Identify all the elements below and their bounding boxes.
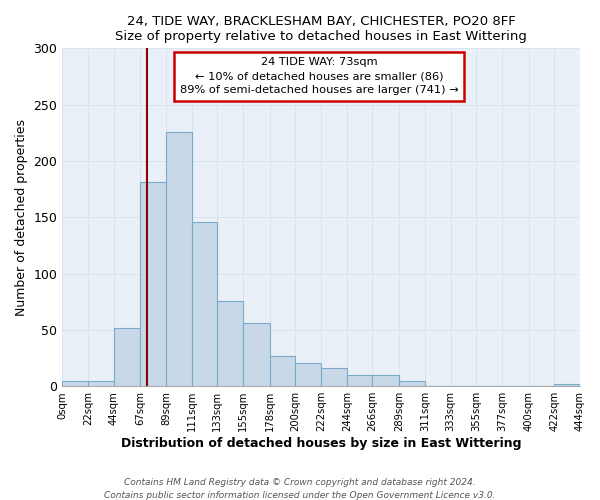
- Bar: [321, 368, 347, 386]
- Bar: [373, 375, 399, 386]
- Bar: [270, 356, 295, 386]
- Text: 24 TIDE WAY: 73sqm
← 10% of detached houses are smaller (86)
89% of semi-detache: 24 TIDE WAY: 73sqm ← 10% of detached hou…: [179, 58, 458, 96]
- Bar: [62, 380, 88, 386]
- Bar: [113, 328, 140, 386]
- Bar: [88, 380, 113, 386]
- Text: Contains HM Land Registry data © Crown copyright and database right 2024.
Contai: Contains HM Land Registry data © Crown c…: [104, 478, 496, 500]
- Bar: [554, 384, 580, 386]
- Bar: [192, 222, 217, 386]
- Bar: [166, 132, 192, 386]
- Title: 24, TIDE WAY, BRACKLESHAM BAY, CHICHESTER, PO20 8FF
Size of property relative to: 24, TIDE WAY, BRACKLESHAM BAY, CHICHESTE…: [115, 15, 527, 43]
- X-axis label: Distribution of detached houses by size in East Wittering: Distribution of detached houses by size …: [121, 437, 521, 450]
- Bar: [399, 380, 425, 386]
- Bar: [347, 375, 373, 386]
- Bar: [217, 300, 243, 386]
- Bar: [243, 323, 270, 386]
- Y-axis label: Number of detached properties: Number of detached properties: [15, 119, 28, 316]
- Bar: [140, 182, 166, 386]
- Bar: [295, 362, 321, 386]
